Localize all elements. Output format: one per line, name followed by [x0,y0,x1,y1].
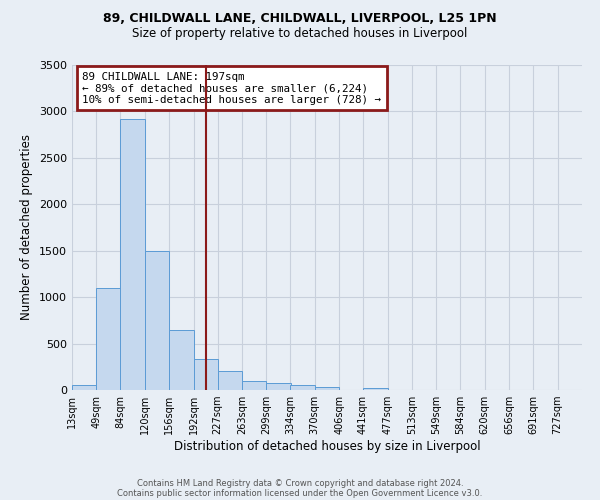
Bar [97,288,121,390]
Text: Size of property relative to detached houses in Liverpool: Size of property relative to detached ho… [133,28,467,40]
Text: 89, CHILDWALL LANE, CHILDWALL, LIVERPOOL, L25 1PN: 89, CHILDWALL LANE, CHILDWALL, LIVERPOOL… [103,12,497,26]
Bar [266,382,291,390]
Bar [315,387,339,390]
Bar [169,330,194,390]
Y-axis label: Number of detached properties: Number of detached properties [20,134,34,320]
Text: 89 CHILDWALL LANE: 197sqm
← 89% of detached houses are smaller (6,224)
10% of se: 89 CHILDWALL LANE: 197sqm ← 89% of detac… [82,72,381,104]
Bar [218,372,242,390]
Bar [120,119,145,390]
Bar [72,386,97,390]
Bar [363,388,388,390]
Bar [194,360,218,390]
Bar [242,380,266,390]
Text: Contains HM Land Registry data © Crown copyright and database right 2024.: Contains HM Land Registry data © Crown c… [137,478,463,488]
Bar [290,385,315,390]
Text: Contains public sector information licensed under the Open Government Licence v3: Contains public sector information licen… [118,488,482,498]
X-axis label: Distribution of detached houses by size in Liverpool: Distribution of detached houses by size … [173,440,481,453]
Bar [145,250,169,390]
